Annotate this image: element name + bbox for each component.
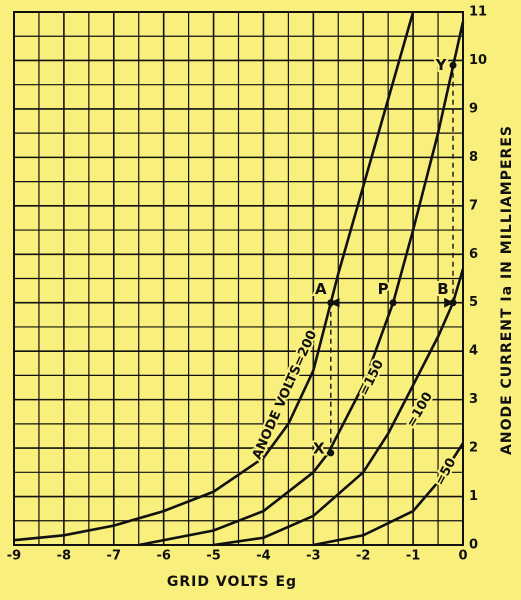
y-tick-label: 9 [469,101,478,116]
x-tick-label: -4 [256,549,270,564]
y-tick-label: 11 [469,5,487,20]
x-tick-label: -6 [156,549,170,564]
x-tick-label: -5 [206,549,220,564]
point-label: Y [435,56,448,74]
curve-label: =150 [357,358,387,399]
y-tick-label: 4 [469,344,478,359]
x-tick-label: -9 [7,549,21,564]
point-label: B [437,280,448,298]
point-label: X [313,439,325,457]
curve [213,268,465,547]
plot-frame [13,11,464,546]
x-tick-label: -3 [306,549,320,564]
y-tick-label: 8 [469,150,478,165]
x-tick-label: -1 [406,549,420,564]
y-tick-label: 1 [469,489,478,504]
point [327,449,335,457]
point [449,61,457,69]
point-label: P [378,280,389,298]
x-axis-label: GRID VOLTS Eg [167,574,297,590]
curve-label: ANODE VOLTS=200 [250,328,320,462]
y-tick-label: 7 [469,198,478,213]
point [389,299,397,307]
y-tick-label: 3 [469,392,478,407]
y-axis-label: ANODE CURRENT Ia IN MILLIAMPERES [499,125,515,455]
y-tick-label: 2 [469,441,478,456]
x-tick-label: 0 [458,549,467,564]
point [327,299,335,307]
point-label: A [315,280,327,298]
point [449,299,457,307]
curve [13,11,415,542]
x-tick-label: -2 [356,549,370,564]
x-tick-label: -7 [107,549,121,564]
x-tick-label: -8 [57,549,71,564]
y-tick-label: 6 [469,247,478,262]
curve [313,442,465,547]
y-tick-label: 10 [469,53,487,68]
y-tick-label: 0 [469,538,478,553]
y-tick-label: 5 [469,295,478,310]
curve [138,21,465,547]
